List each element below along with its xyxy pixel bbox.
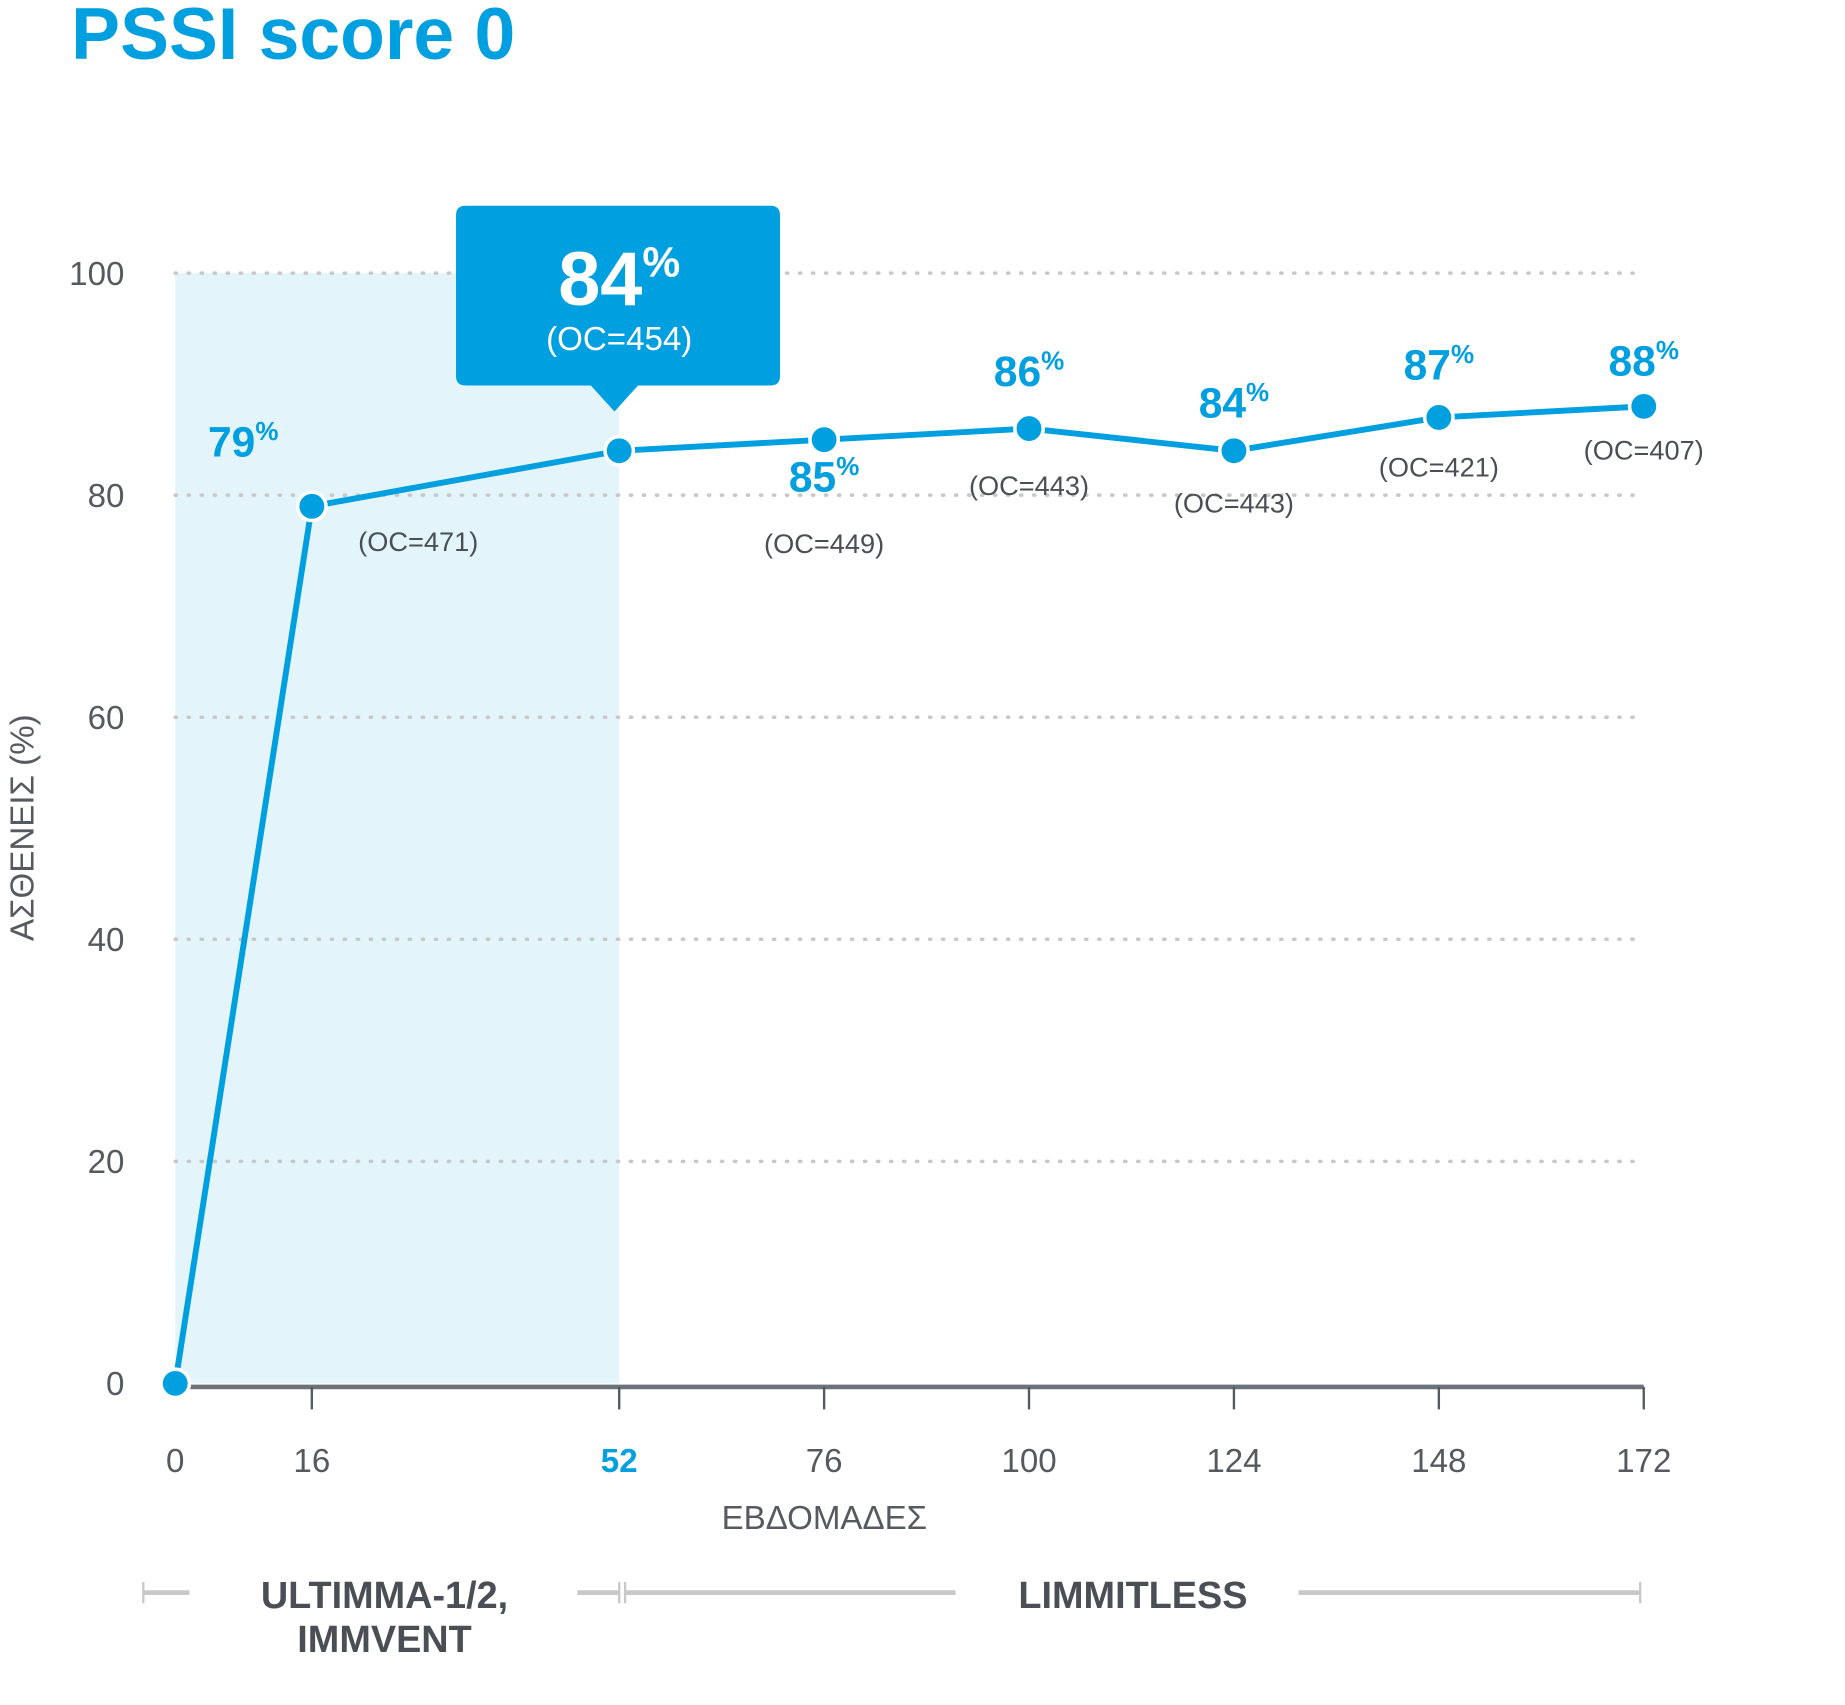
y-tick-label: 80 <box>88 478 125 515</box>
callout-oc: (OC=454) <box>546 321 692 358</box>
x-tick-label: 16 <box>293 1443 330 1480</box>
data-point <box>1013 412 1045 445</box>
x-tick-label: 124 <box>1206 1443 1261 1480</box>
y-tick-label: 100 <box>69 256 124 293</box>
data-point <box>808 423 841 456</box>
data-label: 86% <box>994 345 1064 396</box>
x-axis-label: ΕΒΔΟΜΑΔΕΣ <box>722 1500 928 1537</box>
y-tick-label: 40 <box>88 922 125 959</box>
data-label: 88% <box>1609 335 1679 386</box>
x-tick-label: 0 <box>166 1443 184 1480</box>
series-line <box>172 403 1644 1384</box>
y-tick-label: 20 <box>88 1144 125 1181</box>
oc-label: (OC=443) <box>1174 487 1294 518</box>
x-tick-label: 52 <box>601 1443 638 1480</box>
data-point <box>1217 434 1250 467</box>
oc-label: (OC=407) <box>1584 435 1704 466</box>
oc-label: (OC=471) <box>358 526 478 557</box>
y-axis-label: ΑΣΘΕΝΕΙΣ (%) <box>4 714 41 941</box>
chart-title: PSSI score 0 <box>71 0 515 75</box>
y-tick-label: 60 <box>88 700 125 737</box>
oc-label: (OC=449) <box>764 528 884 559</box>
period-label: IMMVENT <box>297 1619 471 1661</box>
shaded-region <box>175 273 620 1384</box>
period-label: LIMMITLESS <box>1018 1575 1247 1617</box>
data-point <box>1422 401 1455 434</box>
oc-label: (OC=443) <box>969 470 1089 501</box>
data-point <box>159 1367 192 1400</box>
x-tick-label: 148 <box>1411 1443 1466 1480</box>
x-tick-label: 172 <box>1616 1443 1671 1480</box>
y-tick-label: 0 <box>106 1366 124 1403</box>
data-label: 85% <box>789 451 859 502</box>
callout-box <box>456 205 781 412</box>
data-point <box>1627 390 1660 423</box>
period-label: ULTIMMA-1/2, <box>261 1575 508 1617</box>
oc-label: (OC=421) <box>1379 452 1499 483</box>
data-point <box>295 490 328 523</box>
data-label: 84% <box>1199 377 1269 428</box>
data-label: 87% <box>1404 339 1474 390</box>
data-point <box>603 434 636 467</box>
x-tick-label: 76 <box>806 1443 843 1480</box>
x-tick-label: 100 <box>1001 1443 1056 1480</box>
